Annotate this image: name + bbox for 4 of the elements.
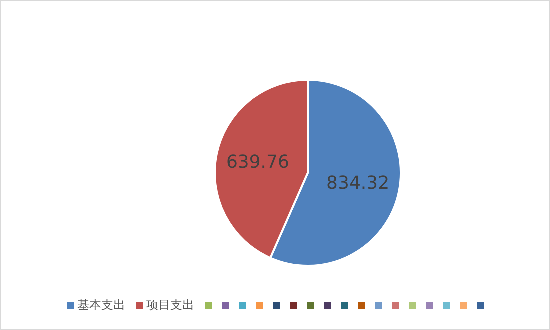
legend-label: 基本支出: [78, 297, 126, 314]
data-label: 834.32: [326, 173, 390, 194]
legend-label: 项目支出: [146, 297, 194, 314]
data-label: 639.76: [226, 152, 290, 173]
